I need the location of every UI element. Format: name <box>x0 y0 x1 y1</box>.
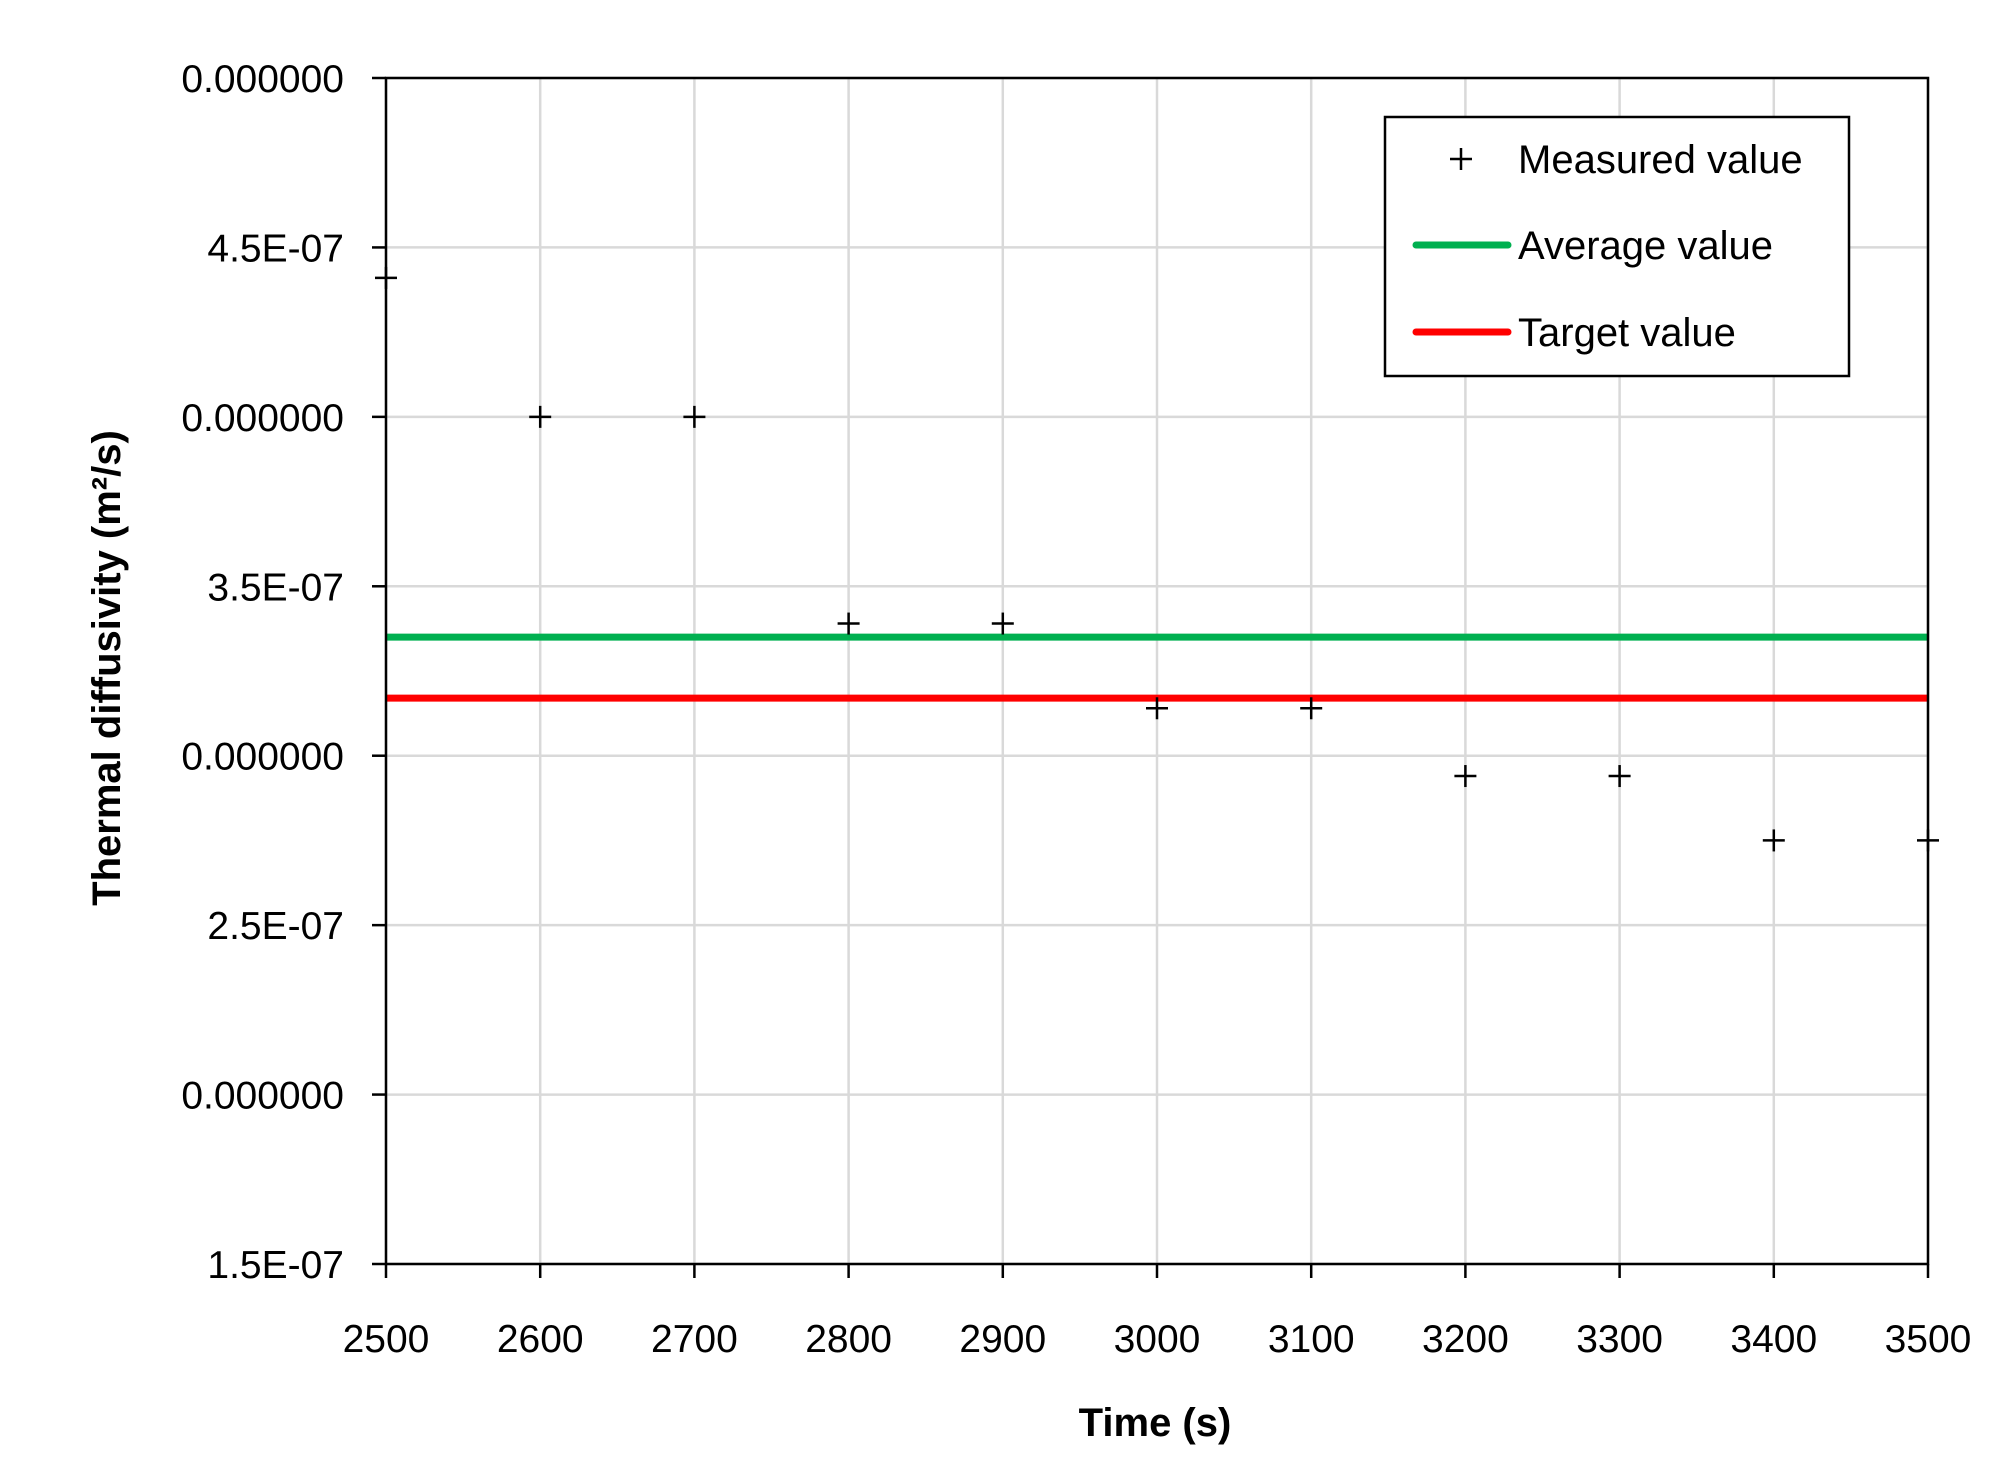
y-tick-label-7: 1.5E-07 <box>207 1244 344 1287</box>
y-tick-label-2: 0.000000 <box>181 397 344 440</box>
x-tick-label-2: 2700 <box>651 1318 738 1361</box>
y-tick-label-6: 0.000000 <box>181 1075 344 1118</box>
measured-point-8 <box>1608 765 1631 788</box>
y-axis-tick-labels: 0.000000 4.5E-07 0.000000 3.5E-07 0.000000 2.… <box>181 58 386 1287</box>
legend-measured-value-marker <box>1450 148 1472 170</box>
legend-average-value-label: Average value <box>1518 224 1773 268</box>
y-tick-label-1: 4.5E-07 <box>207 227 344 270</box>
measured-point-4 <box>991 612 1014 635</box>
x-tick-label-10: 3500 <box>1885 1318 1972 1361</box>
x-axis-tick-labels: 2500 2600 2700 2800 2900 3000 3100 3200 3300 3400… <box>343 1264 1972 1361</box>
y-tick-label-0: 0.000000 <box>181 58 344 101</box>
y-tick-label-4: 0.000000 <box>181 736 344 779</box>
measured-point-6 <box>1300 697 1323 720</box>
y-tick-label-3: 3.5E-07 <box>207 566 344 609</box>
x-tick-label-9: 3400 <box>1730 1318 1817 1361</box>
legend-measured-value-label: Measured value <box>1518 138 1803 182</box>
x-tick-label-8: 3300 <box>1576 1318 1663 1361</box>
x-tick-label-3: 2800 <box>805 1318 892 1361</box>
x-tick-label-5: 3000 <box>1114 1318 1201 1361</box>
measured-point-2 <box>683 405 706 428</box>
legend: Measured value Average value Target value <box>1383 115 1851 378</box>
y-axis-title: Thermal diffusivity (m²/s) <box>85 430 129 906</box>
x-tick-label-4: 2900 <box>959 1318 1046 1361</box>
measured-point-9 <box>1762 829 1785 852</box>
measured-point-1 <box>529 405 552 428</box>
y-tick-label-5: 2.5E-07 <box>207 905 344 948</box>
x-tick-label-7: 3200 <box>1422 1318 1509 1361</box>
measured-point-7 <box>1454 765 1477 788</box>
x-tick-label-6: 3100 <box>1268 1318 1355 1361</box>
measured-point-5 <box>1146 697 1168 720</box>
x-tick-label-0: 2500 <box>343 1318 430 1361</box>
x-tick-label-1: 2600 <box>497 1318 584 1361</box>
legend-target-value-label: Target value <box>1518 311 1736 355</box>
x-axis-title: Time (s) <box>1079 1401 1232 1445</box>
measured-point-3 <box>837 612 860 635</box>
